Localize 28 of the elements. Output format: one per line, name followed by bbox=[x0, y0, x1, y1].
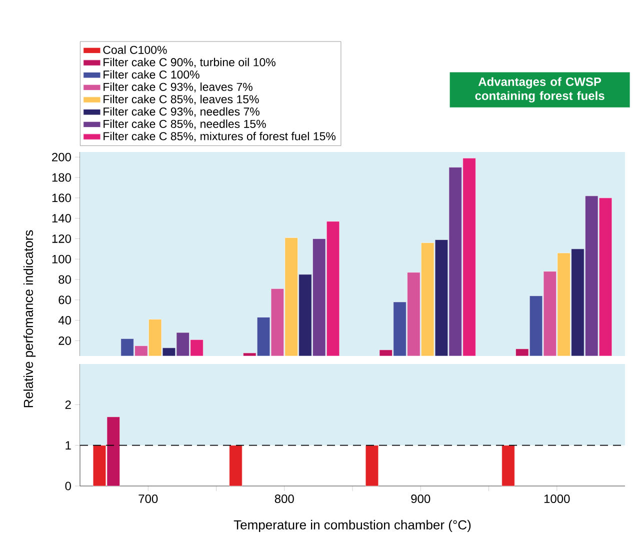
y-tick-label: 160 bbox=[52, 194, 72, 202]
y-tick-label: 120 bbox=[52, 234, 72, 243]
y-tick-label: 0 bbox=[65, 482, 72, 490]
x-tick-label: 1000 bbox=[544, 494, 570, 504]
y-tick-label: 60 bbox=[58, 296, 72, 304]
y-tick-label: 80 bbox=[58, 275, 72, 284]
y-tick-label: 40 bbox=[58, 316, 72, 325]
legend-label: Filter cake C 85%, leaves 15% bbox=[104, 94, 259, 105]
legend-label: Filter cake C 100% bbox=[104, 70, 200, 79]
x-tick-label: 800 bbox=[274, 494, 294, 504]
legend-label: Filter cake C 93%, leaves 7% bbox=[104, 82, 252, 92]
legend-label: Filter cake C 93%, needles 7% bbox=[104, 107, 260, 117]
legend-label: Filter cake C 90%, turbine oil 10% bbox=[104, 58, 276, 68]
y-tick-label: 20 bbox=[58, 336, 72, 345]
legend-label: Coal C100% bbox=[103, 46, 167, 54]
y-tick-label: 180 bbox=[52, 173, 72, 182]
x-tick-label: 700 bbox=[138, 494, 158, 504]
y-tick-label: 140 bbox=[52, 214, 72, 223]
legend-label: Filter cake C 85%, needles 15% bbox=[104, 120, 266, 130]
y-axis-title: Relative perfomance indicators bbox=[23, 230, 36, 408]
y-tick-label: 1 bbox=[66, 441, 71, 450]
y-tick-label: 200 bbox=[52, 152, 72, 162]
x-tick-label: 900 bbox=[411, 494, 430, 504]
y-tick-label: 2 bbox=[65, 400, 71, 409]
text: Advantages of CWSP containing forest fuels bbox=[475, 77, 604, 102]
legend-label: Filter cake C 85%, mixtures of forest fuel 15% bbox=[104, 132, 336, 142]
y-tick-label: 100 bbox=[52, 254, 72, 264]
x-axis-title: Temperature in combustion chamber (°C) bbox=[234, 520, 471, 532]
